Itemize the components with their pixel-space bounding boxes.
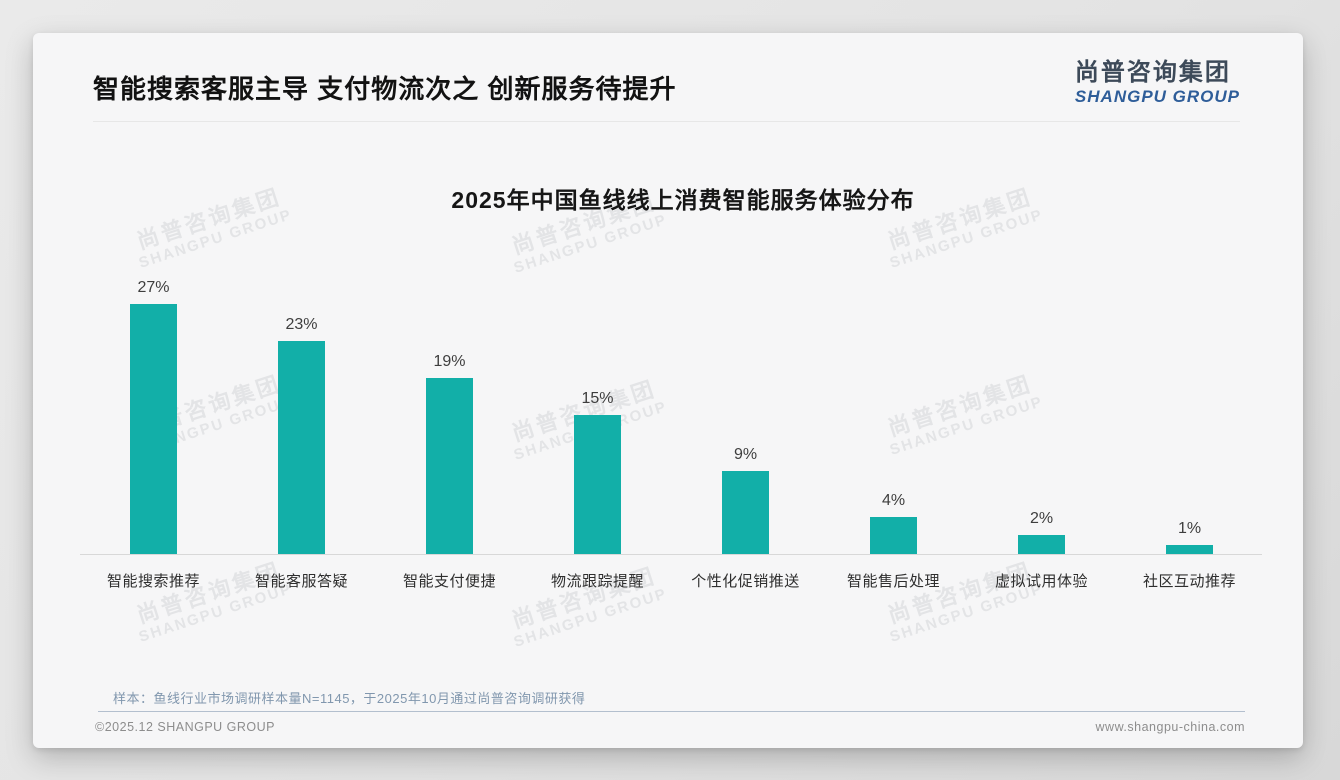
category-label: 个性化促销推送 bbox=[691, 573, 800, 590]
category-label: 社区互动推荐 bbox=[1142, 573, 1236, 590]
bar-value-label: 9% bbox=[733, 446, 758, 463]
bar bbox=[278, 341, 325, 554]
bar bbox=[130, 304, 177, 554]
plot-area: 2025年中国鱼线线上消费智能服务体验分布 27% 智能搜索推荐 23% 智能客服答疑… bbox=[33, 33, 1303, 748]
bar-value-label: 15% bbox=[581, 390, 614, 407]
bar bbox=[1018, 535, 1065, 554]
copyright-text: ©2025.12 SHANGPU GROUP bbox=[95, 720, 275, 734]
category-label: 智能支付便捷 bbox=[402, 573, 496, 590]
category-label: 智能售后处理 bbox=[846, 573, 940, 590]
website-text: www.shangpu-china.com bbox=[1095, 720, 1245, 734]
page-title: 智能搜索客服主导 支付物流次之 创新服务待提升 bbox=[93, 74, 677, 104]
bar-value-label: 23% bbox=[285, 316, 318, 333]
chart-title: 2025年中国鱼线线上消费智能服务体验分布 bbox=[451, 187, 915, 213]
bar bbox=[574, 415, 621, 554]
bar bbox=[426, 378, 473, 554]
bar-value-label: 4% bbox=[881, 492, 906, 509]
category-label: 智能搜索推荐 bbox=[106, 573, 200, 590]
company-logo: 尚普咨询集团 SHANGPU GROUP bbox=[1074, 59, 1240, 107]
bar-value-label: 2% bbox=[1029, 510, 1054, 527]
footer-divider bbox=[98, 711, 1245, 712]
category-label: 物流跟踪提醒 bbox=[550, 573, 644, 590]
bar bbox=[1166, 545, 1213, 554]
logo-english-text: SHANGPU GROUP bbox=[1074, 87, 1240, 106]
sample-note: 样本：鱼线行业市场调研样本量N=1145，于2025年10月通过尚普咨询调研获得 bbox=[113, 691, 586, 706]
bar bbox=[870, 517, 917, 554]
logo-chinese-text: 尚普咨询集团 bbox=[1074, 59, 1231, 86]
bar-value-label: 19% bbox=[433, 353, 466, 370]
category-label: 虚拟试用体验 bbox=[994, 573, 1088, 590]
bar-value-label: 27% bbox=[137, 279, 170, 296]
bar bbox=[722, 471, 769, 554]
x-axis-line bbox=[80, 554, 1262, 555]
report-card: 智能搜索客服主导 支付物流次之 创新服务待提升 尚普咨询集团 SHANGPU G… bbox=[33, 33, 1303, 748]
category-label: 智能客服答疑 bbox=[254, 573, 348, 590]
footer-bar: ©2025.12 SHANGPU GROUP www.shangpu-china… bbox=[95, 720, 1245, 734]
title-divider bbox=[93, 121, 1240, 122]
bar-value-label: 1% bbox=[1177, 520, 1202, 537]
